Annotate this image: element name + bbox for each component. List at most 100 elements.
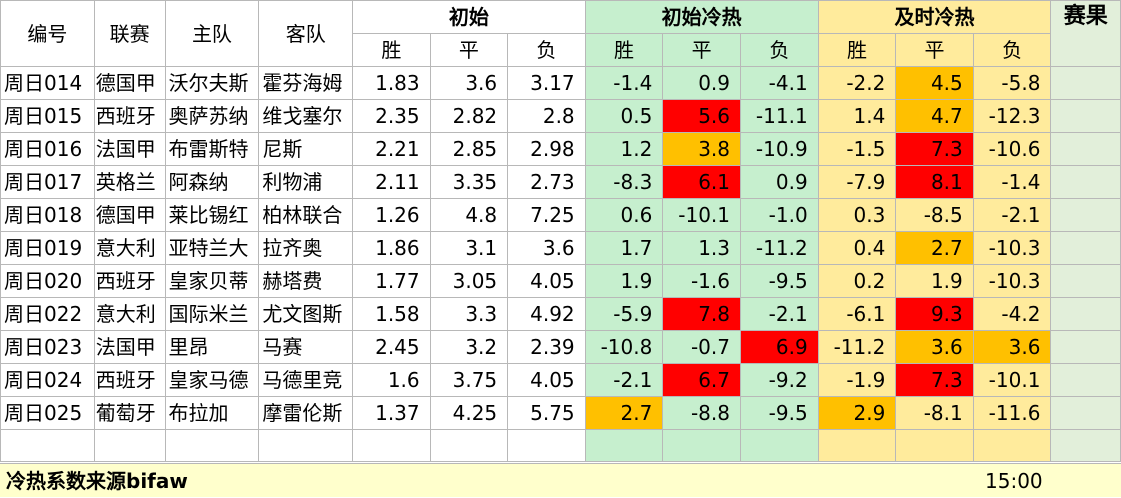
header-row-top: 编号 联赛 主队 客队 初始 初始冷热 及时冷热 赛果 (0, 0, 1121, 67)
realtime-heat-draw: 7.3 (895, 363, 974, 397)
realtime-heat-draw: 4.5 (895, 66, 974, 100)
result-cell (1050, 99, 1121, 133)
realtime-heat-win: -11.2 (817, 330, 897, 364)
away-team: 利物浦 (258, 165, 354, 199)
initial-heat-win: -2.1 (584, 363, 664, 397)
league-name: 德国甲 (93, 66, 166, 100)
header-group-initial-heat: 初始冷热 (584, 0, 819, 34)
league-name: 西班牙 (93, 264, 166, 298)
initial-heat-win: 0.6 (584, 198, 664, 232)
away-team: 马赛 (258, 330, 354, 364)
initial-heat-loss: -9.5 (740, 264, 819, 298)
initial-heat-loss: -11.1 (740, 99, 819, 133)
initial-heat-loss: -9.5 (740, 396, 819, 430)
result-cell (1050, 396, 1121, 430)
realtime-heat-loss: -10.1 (972, 363, 1052, 397)
table-row: 周日024 西班牙 皇家马德 马德里竞 1.6 3.75 4.05 -2.1 6.7 -9.2 -1… (0, 363, 1121, 397)
away-team: 尼斯 (258, 132, 354, 166)
odds-loss: 7.25 (507, 198, 586, 232)
result-cell (1050, 330, 1121, 364)
initial-heat-draw: -8.8 (662, 396, 741, 430)
table-row: 周日019 意大利 亚特兰大 拉齐奥 1.86 3.1 3.6 1.7 1.3 -11.2 0.4 2… (0, 231, 1121, 265)
result-cell (1050, 363, 1121, 397)
initial-heat-draw: 3.8 (662, 132, 741, 166)
odds-win: 1.58 (352, 297, 431, 331)
odds-loss: 3.6 (507, 231, 586, 265)
league-name: 法国甲 (93, 330, 166, 364)
empty-cell (507, 429, 586, 462)
sub-loss: 负 (972, 33, 1052, 67)
realtime-heat-win: -2.2 (817, 66, 897, 100)
odds-draw: 3.2 (429, 330, 509, 364)
initial-heat-loss: -11.2 (740, 231, 819, 265)
initial-heat-win: 2.7 (584, 396, 664, 430)
initial-heat-draw: 6.1 (662, 165, 741, 199)
result-cell (1050, 165, 1121, 199)
match-no: 周日024 (0, 363, 95, 397)
away-team: 马德里竞 (258, 363, 354, 397)
odds-heat-table: 编号 联赛 主队 客队 初始 初始冷热 及时冷热 赛果 胜 平 负 胜 平 负 … (0, 0, 1121, 462)
initial-heat-loss: -10.9 (740, 132, 819, 166)
realtime-heat-draw: -8.5 (895, 198, 974, 232)
league-name: 意大利 (93, 231, 166, 265)
empty-cell (817, 429, 897, 462)
realtime-heat-draw: 3.6 (895, 330, 974, 364)
league-name: 西班牙 (93, 99, 166, 133)
realtime-heat-win: 2.9 (817, 396, 897, 430)
sub-win: 胜 (817, 33, 897, 67)
realtime-heat-draw: -8.1 (895, 396, 974, 430)
realtime-heat-draw: 4.7 (895, 99, 974, 133)
home-team: 奥萨苏纳 (164, 99, 260, 133)
odds-draw: 3.1 (429, 231, 509, 265)
empty-cell (0, 429, 95, 462)
league-name: 西班牙 (93, 363, 166, 397)
league-name: 英格兰 (93, 165, 166, 199)
realtime-heat-loss: -10.3 (972, 264, 1052, 298)
odds-loss: 2.8 (507, 99, 586, 133)
realtime-heat-win: -7.9 (817, 165, 897, 199)
odds-loss: 4.92 (507, 297, 586, 331)
away-team: 尤文图斯 (258, 297, 354, 331)
realtime-heat-loss: -4.2 (972, 297, 1052, 331)
match-no: 周日020 (0, 264, 95, 298)
table-row: 周日022 意大利 国际米兰 尤文图斯 1.58 3.3 4.92 -5.9 7.8 -2.1 -6… (0, 297, 1121, 331)
odds-win: 2.35 (352, 99, 431, 133)
away-team: 摩雷伦斯 (258, 396, 354, 430)
initial-heat-loss: -2.1 (740, 297, 819, 331)
home-team: 里昂 (164, 330, 260, 364)
initial-heat-win: -10.8 (584, 330, 664, 364)
empty-cell (740, 429, 819, 462)
table-row: 周日020 西班牙 皇家贝蒂 赫塔费 1.77 3.05 4.05 1.9 -1.6 -9.5 0.… (0, 264, 1121, 298)
realtime-heat-loss: -10.3 (972, 231, 1052, 265)
home-team: 皇家贝蒂 (164, 264, 260, 298)
realtime-heat-draw: 7.3 (895, 132, 974, 166)
empty-cell (662, 429, 741, 462)
match-no: 周日015 (0, 99, 95, 133)
initial-heat-draw: 6.7 (662, 363, 741, 397)
footer-bar: 冷热系数来源bifaw 15:00 (0, 463, 1121, 497)
home-team: 布拉加 (164, 396, 260, 430)
realtime-heat-loss: -1.4 (972, 165, 1052, 199)
odds-win: 2.11 (352, 165, 431, 199)
home-team: 亚特兰大 (164, 231, 260, 265)
result-cell (1050, 264, 1121, 298)
initial-heat-win: 0.5 (584, 99, 664, 133)
initial-heat-loss: -1.0 (740, 198, 819, 232)
odds-win: 2.21 (352, 132, 431, 166)
empty-row (0, 429, 1121, 462)
initial-heat-loss: 6.9 (740, 330, 819, 364)
initial-heat-draw: 0.9 (662, 66, 741, 100)
realtime-heat-draw: 8.1 (895, 165, 974, 199)
odds-draw: 2.85 (429, 132, 509, 166)
realtime-heat-draw: 1.9 (895, 264, 974, 298)
initial-heat-draw: -0.7 (662, 330, 741, 364)
odds-loss: 2.39 (507, 330, 586, 364)
realtime-heat-win: 0.4 (817, 231, 897, 265)
table-row: 周日025 葡萄牙 布拉加 摩雷伦斯 1.37 4.25 5.75 2.7 -8.8 -9.5 2.… (0, 396, 1121, 430)
empty-cell (972, 429, 1052, 462)
table-row: 周日016 法国甲 布雷斯特 尼斯 2.21 2.85 2.98 1.2 3.8 -10.9 -1.… (0, 132, 1121, 166)
header-group-realtime-heat: 及时冷热 (817, 0, 1052, 34)
odds-win: 1.6 (352, 363, 431, 397)
sub-loss: 负 (740, 33, 819, 67)
home-team: 阿森纳 (164, 165, 260, 199)
